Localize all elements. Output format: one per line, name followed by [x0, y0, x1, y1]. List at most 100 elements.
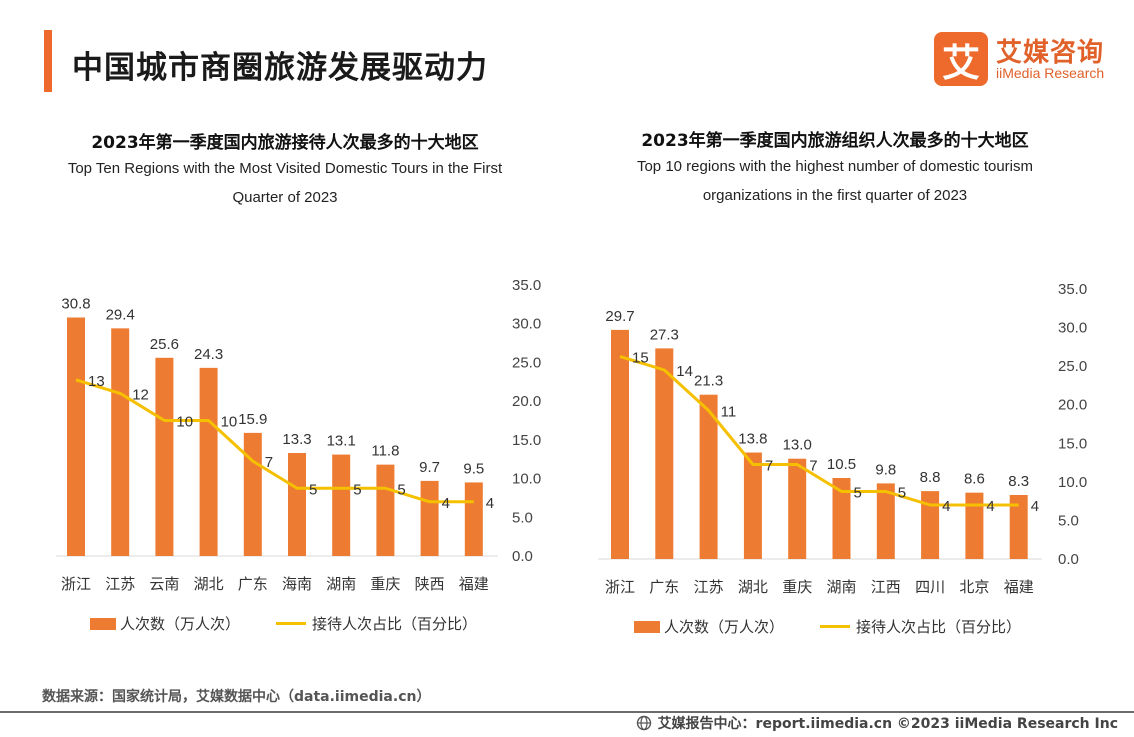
chart2-legend: 人次数（万人次） 接待人次占比（百分比） [634, 616, 1021, 637]
chart1-bar-label: 24.3 [194, 346, 223, 363]
chart2-line-label: 4 [986, 498, 994, 515]
footer: 艾媒报告中心：report.iimedia.cn ©2023 iiMedia R… [636, 713, 1118, 733]
title-accent-bar [44, 30, 52, 92]
chart1-bar-label: 9.7 [419, 459, 440, 476]
chart1-category-label: 江苏 [105, 575, 135, 593]
footer-text: 艾媒报告中心：report.iimedia.cn ©2023 iiMedia R… [657, 716, 1118, 732]
chart2-bar-label: 8.6 [964, 471, 985, 488]
chart1-line-label: 5 [309, 481, 317, 498]
chart2-bar-label: 27.3 [650, 326, 679, 343]
chart2-bar [699, 394, 718, 559]
chart1-category-label: 重庆 [370, 575, 400, 593]
chart1-y-tick: 5.0 [512, 509, 533, 526]
chart2-bar [655, 348, 674, 559]
legend-bar-swatch [90, 617, 116, 630]
chart1-line-label: 10 [176, 414, 193, 431]
chart2-bar [832, 478, 851, 559]
chart2-line-label: 11 [721, 404, 737, 421]
legend-bar-swatch [634, 620, 660, 633]
chart2-y-tick: 30.0 [1058, 320, 1087, 337]
chart1-bar-label: 29.4 [106, 306, 135, 323]
chart1-line-label: 10 [221, 414, 238, 431]
chart2-y-tick: 0.0 [1058, 551, 1079, 568]
globe-icon [636, 715, 651, 731]
chart2-y-tick: 25.0 [1058, 358, 1087, 375]
logo-cn-text: 艾媒咨询 [996, 38, 1105, 68]
chart2-line-label: 4 [1031, 498, 1039, 515]
chart1-bar-label: 30.8 [61, 296, 90, 313]
chart2-bar-label: 10.5 [827, 456, 856, 473]
chart2-subtitle: Top 10 regions with the highest number o… [636, 158, 1034, 204]
chart1-line-label: 5 [397, 481, 405, 498]
chart2-bar-label: 8.8 [920, 469, 941, 486]
logo-en-text: iiMedia Research [996, 65, 1105, 81]
chart1-line-label: 4 [442, 495, 450, 512]
chart1-bar [155, 357, 174, 556]
chart1-category-label: 福建 [459, 575, 489, 593]
chart1-bar [67, 317, 85, 556]
logo-icon: 艾 [934, 32, 988, 86]
chart2-line-label: 15 [632, 350, 649, 367]
chart1-legend: 人次数（万人次） 接待人次占比（百分比） [90, 613, 477, 634]
chart1-title: 2023年第一季度国内旅游接待人次最多的十大地区 [91, 133, 479, 153]
chart2-y-tick: 5.0 [1058, 512, 1079, 529]
chart2-bar-label: 9.8 [875, 461, 896, 478]
chart2-bar-label: 8.3 [1008, 473, 1029, 490]
chart2-category-label: 江苏 [694, 578, 724, 596]
legend-line-label: 接待人次占比（百分比） [312, 615, 478, 633]
chart2-bar [921, 491, 940, 559]
chart2-bar-label: 13.8 [738, 431, 767, 448]
chart1-category-label: 陕西 [415, 575, 445, 593]
footer-divider [0, 711, 1134, 713]
chart2-y-tick: 15.0 [1058, 435, 1087, 452]
chart1-line-label: 12 [132, 386, 149, 403]
legend-line-swatch [276, 622, 307, 625]
chart2-y-tick: 35.0 [1058, 281, 1087, 298]
chart2-y-tick: 20.0 [1058, 397, 1087, 414]
chart2-bar-label: 21.3 [694, 373, 723, 390]
chart1-bar-label: 25.6 [150, 336, 179, 353]
chart1-category-label: 浙江 [61, 575, 91, 593]
chart2-bar-label: 13.0 [783, 437, 812, 454]
chart2-bar [965, 492, 984, 559]
chart1-bar [332, 454, 351, 556]
chart1-bar-label: 11.8 [371, 443, 399, 460]
chart1-line-label: 13 [88, 373, 105, 390]
chart1-category-label: 湖南 [326, 575, 356, 593]
chart2-bar [1009, 494, 1028, 559]
chart2-bar [611, 329, 629, 559]
chart2-line-label: 7 [809, 458, 817, 475]
chart1-bar-label: 9.5 [463, 460, 484, 477]
chart1-bar [199, 367, 218, 556]
chart1-y-tick: 0.0 [512, 548, 533, 565]
chart2-bar-label: 29.7 [605, 308, 634, 325]
chart1-y-tick: 30.0 [512, 316, 541, 333]
data-source: 数据来源：国家统计局，艾媒数据中心（data.iimedia.cn） [42, 689, 431, 705]
chart1-subtitle: Top Ten Regions with the Most Visited Do… [67, 160, 503, 206]
chart2-line-label: 5 [854, 485, 862, 502]
chart1-bar-label: 15.9 [238, 411, 267, 428]
chart2-line-label: 5 [898, 485, 906, 502]
chart1-y-tick: 20.0 [512, 393, 541, 410]
chart2-title: 2023年第一季度国内旅游组织人次最多的十大地区 [641, 131, 1029, 151]
chart1-line-label: 4 [486, 495, 494, 512]
legend-bar-label: 人次数（万人次） [664, 618, 785, 636]
chart1-bar-label: 13.3 [282, 431, 311, 448]
brand-logo: 艾 艾媒咨询 iiMedia Research [934, 32, 1114, 88]
chart2-category-label: 江西 [871, 578, 901, 596]
chart1-y-tick: 35.0 [512, 277, 541, 294]
page-title: 中国城市商圈旅游发展驱动力 [72, 50, 488, 86]
chart2-line-label: 14 [676, 363, 693, 380]
chart1-category-label: 云南 [149, 575, 179, 593]
chart1-line-label: 5 [353, 481, 361, 498]
chart2-bar [743, 452, 762, 559]
legend-line-label: 接待人次占比（百分比） [856, 618, 1022, 636]
chart2-bar [876, 483, 895, 559]
chart1-category-label: 广东 [238, 575, 268, 593]
chart2-category-label: 北京 [959, 578, 989, 596]
chart2-category-label: 浙江 [605, 578, 635, 596]
chart2-line-label: 4 [942, 498, 950, 515]
chart1-category-label: 湖北 [194, 575, 224, 593]
chart2-category-label: 四川 [915, 578, 945, 596]
